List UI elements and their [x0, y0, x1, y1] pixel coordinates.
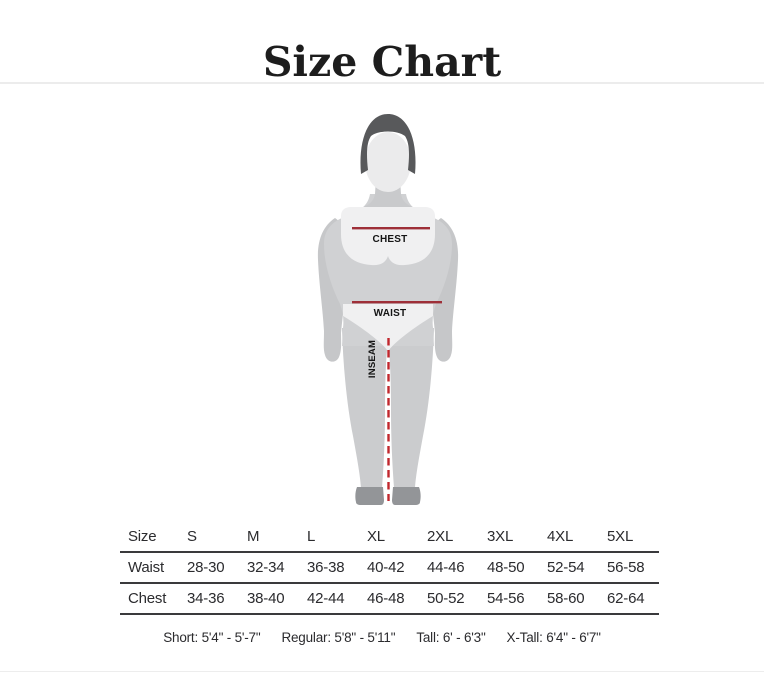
hair-shape [360, 114, 416, 174]
size-value-cell: 62-64 [607, 590, 645, 607]
size-value-cell: 56-58 [607, 559, 645, 576]
size-table: Size S M L XL 2XL 3XL 4XL 5XL Waist 28-30 32-34 36-3… [120, 522, 659, 615]
size-value-cell: 38-40 [247, 590, 285, 607]
page-title: Size Chart [262, 38, 502, 87]
face-shape [365, 132, 411, 192]
table-row: Chest 34-36 38-40 42-44 46-48 50-52 54-56 58-60… [120, 584, 659, 615]
column-header: L [307, 528, 316, 545]
column-header: M [247, 528, 260, 545]
column-header: 4XL [547, 528, 574, 545]
height-legend: Short: 5'4" - 5'-7" Regular: 5'8" - 5'11"… [0, 630, 764, 645]
height-range: Regular: 5'8" - 5'11" [281, 630, 396, 645]
column-header: 3XL [487, 528, 514, 545]
column-header: 5XL [607, 528, 634, 545]
column-header: XL [367, 528, 385, 545]
neck-shape [363, 178, 413, 207]
column-header: S [187, 528, 197, 545]
left-leg-shape [342, 328, 387, 499]
size-value-cell: 44-46 [427, 559, 465, 576]
chest-panel-shape [341, 207, 435, 266]
size-value-cell: 28-30 [187, 559, 225, 576]
column-header: Size [128, 528, 157, 545]
left-shoe-shape [355, 487, 384, 505]
briefs-shape [343, 304, 433, 352]
table-header-row: Size S M L XL 2XL 3XL 4XL 5XL [120, 522, 659, 553]
right-shoe-shape [392, 487, 421, 505]
size-value-cell: 42-44 [307, 590, 345, 607]
size-value-cell: 46-48 [367, 590, 405, 607]
size-value-cell: 32-34 [247, 559, 285, 576]
body-measurement-diagram: CHEST WAIST INSEAM [273, 106, 503, 516]
waist-label: WAIST [374, 308, 407, 319]
inseam-label: INSEAM [367, 340, 378, 378]
row-label: Chest [128, 590, 167, 607]
right-leg-shape [389, 328, 434, 499]
bottom-divider [0, 671, 764, 672]
height-range: Tall: 6' - 6'3" [416, 630, 486, 645]
chest-label: CHEST [373, 234, 408, 245]
column-header: 2XL [427, 528, 454, 545]
row-label: Waist [128, 559, 164, 576]
size-value-cell: 50-52 [427, 590, 465, 607]
size-value-cell: 34-36 [187, 590, 225, 607]
size-value-cell: 54-56 [487, 590, 525, 607]
top-divider [0, 82, 764, 84]
size-value-cell: 58-60 [547, 590, 585, 607]
chest-measure-line [352, 227, 430, 230]
size-value-cell: 52-54 [547, 559, 585, 576]
height-range: X-Tall: 6'4" - 6'7" [506, 630, 601, 645]
size-value-cell: 40-42 [367, 559, 405, 576]
height-range: Short: 5'4" - 5'-7" [163, 630, 261, 645]
size-value-cell: 36-38 [307, 559, 345, 576]
table-row: Waist 28-30 32-34 36-38 40-42 44-46 48-50 52-54… [120, 553, 659, 584]
size-value-cell: 48-50 [487, 559, 525, 576]
male-figure-illustration: CHEST WAIST INSEAM [317, 114, 459, 505]
waist-measure-line [352, 301, 442, 304]
